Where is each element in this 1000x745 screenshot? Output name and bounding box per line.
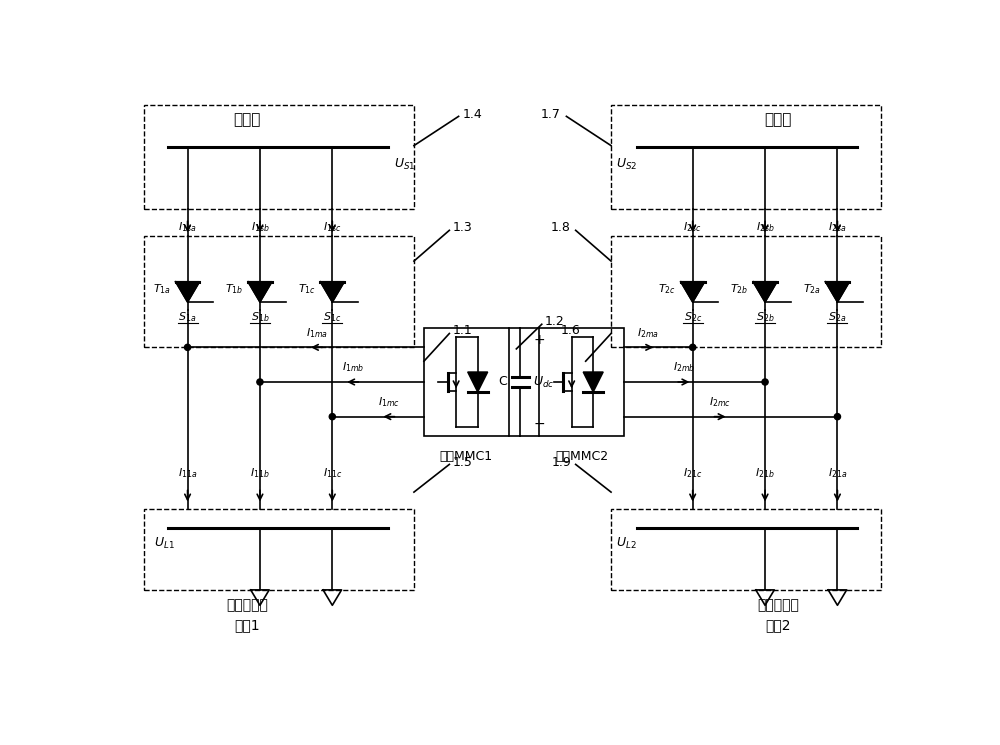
Text: $I_{21b}$: $I_{21b}$ <box>755 466 775 480</box>
Text: $T_{2a}$: $T_{2a}$ <box>803 282 821 296</box>
Text: 1.3: 1.3 <box>452 221 472 235</box>
Text: $I_{1mc}$: $I_{1mc}$ <box>378 395 400 409</box>
Text: $U_{dc}$: $U_{dc}$ <box>533 375 555 390</box>
Text: $I_{21c}$: $I_{21c}$ <box>683 466 702 480</box>
Bar <box>424 328 509 436</box>
Text: 三相MMC2: 三相MMC2 <box>555 450 608 463</box>
Text: −: − <box>533 417 545 431</box>
Text: $I_{1sb}$: $I_{1sb}$ <box>251 221 269 234</box>
Polygon shape <box>248 282 272 302</box>
Text: 1.7: 1.7 <box>540 108 560 121</box>
Text: $T_{1a}$: $T_{1a}$ <box>153 282 171 296</box>
Text: 敏感非线性
负荷2: 敏感非线性 负荷2 <box>757 598 799 632</box>
Text: 母线一: 母线一 <box>233 112 261 127</box>
Text: $U_{L2}$: $U_{L2}$ <box>616 536 636 551</box>
Text: $S_{1c}$: $S_{1c}$ <box>323 310 341 323</box>
Text: $I_{1sa}$: $I_{1sa}$ <box>178 221 197 234</box>
Text: $S_{2a}$: $S_{2a}$ <box>828 310 847 323</box>
Text: $T_{1b}$: $T_{1b}$ <box>225 282 243 296</box>
Text: $S_{2c}$: $S_{2c}$ <box>684 310 702 323</box>
Text: 1.4: 1.4 <box>462 108 482 121</box>
Text: $T_{2b}$: $T_{2b}$ <box>730 282 749 296</box>
Text: $I_{1sc}$: $I_{1sc}$ <box>323 221 342 234</box>
Text: $I_{2mc}$: $I_{2mc}$ <box>709 395 731 409</box>
Text: $I_{21a}$: $I_{21a}$ <box>828 466 847 480</box>
Text: 1.6: 1.6 <box>561 324 580 337</box>
Text: $I_{11b}$: $I_{11b}$ <box>250 466 270 480</box>
Text: $I_{11c}$: $I_{11c}$ <box>323 466 342 480</box>
Text: $S_{2b}$: $S_{2b}$ <box>756 310 774 323</box>
Text: $I_{1ma}$: $I_{1ma}$ <box>306 326 328 340</box>
Bar <box>539 328 624 436</box>
Polygon shape <box>826 282 849 302</box>
Circle shape <box>834 413 841 419</box>
Text: $I_{2sa}$: $I_{2sa}$ <box>828 221 847 234</box>
Text: 1.8: 1.8 <box>551 221 571 235</box>
Circle shape <box>184 344 191 350</box>
Text: $S_{1b}$: $S_{1b}$ <box>251 310 269 323</box>
Text: C: C <box>498 375 507 388</box>
Text: 1.5: 1.5 <box>452 456 472 469</box>
Polygon shape <box>176 282 199 302</box>
Text: $U_{S2}$: $U_{S2}$ <box>616 156 637 171</box>
Text: +: + <box>533 333 545 346</box>
Circle shape <box>690 344 696 350</box>
Polygon shape <box>583 372 603 392</box>
Text: 母线二: 母线二 <box>764 112 792 127</box>
Text: $I_{11a}$: $I_{11a}$ <box>178 466 197 480</box>
Text: $S_{1a}$: $S_{1a}$ <box>178 310 197 323</box>
Text: $U_{S1}$: $U_{S1}$ <box>394 156 415 171</box>
Text: 敏感非线性
负荷1: 敏感非线性 负荷1 <box>226 598 268 632</box>
Text: 1.1: 1.1 <box>452 324 472 337</box>
Polygon shape <box>753 282 777 302</box>
Text: $I_{2ma}$: $I_{2ma}$ <box>637 326 659 340</box>
Text: $I_{2sc}$: $I_{2sc}$ <box>683 221 702 234</box>
Polygon shape <box>681 282 705 302</box>
Text: $I_{1mb}$: $I_{1mb}$ <box>342 361 364 374</box>
Text: 三相MMC1: 三相MMC1 <box>440 450 493 463</box>
Circle shape <box>762 379 768 385</box>
Text: $T_{2c}$: $T_{2c}$ <box>658 282 676 296</box>
Polygon shape <box>320 282 344 302</box>
Circle shape <box>257 379 263 385</box>
Text: $U_{L1}$: $U_{L1}$ <box>154 536 175 551</box>
Circle shape <box>329 413 335 419</box>
Text: $I_{2mb}$: $I_{2mb}$ <box>673 361 695 374</box>
Text: 1.2: 1.2 <box>545 315 565 329</box>
Polygon shape <box>468 372 488 392</box>
Text: $I_{2sb}$: $I_{2sb}$ <box>756 221 774 234</box>
Text: 1.9: 1.9 <box>551 456 571 469</box>
Text: $T_{1c}$: $T_{1c}$ <box>298 282 316 296</box>
